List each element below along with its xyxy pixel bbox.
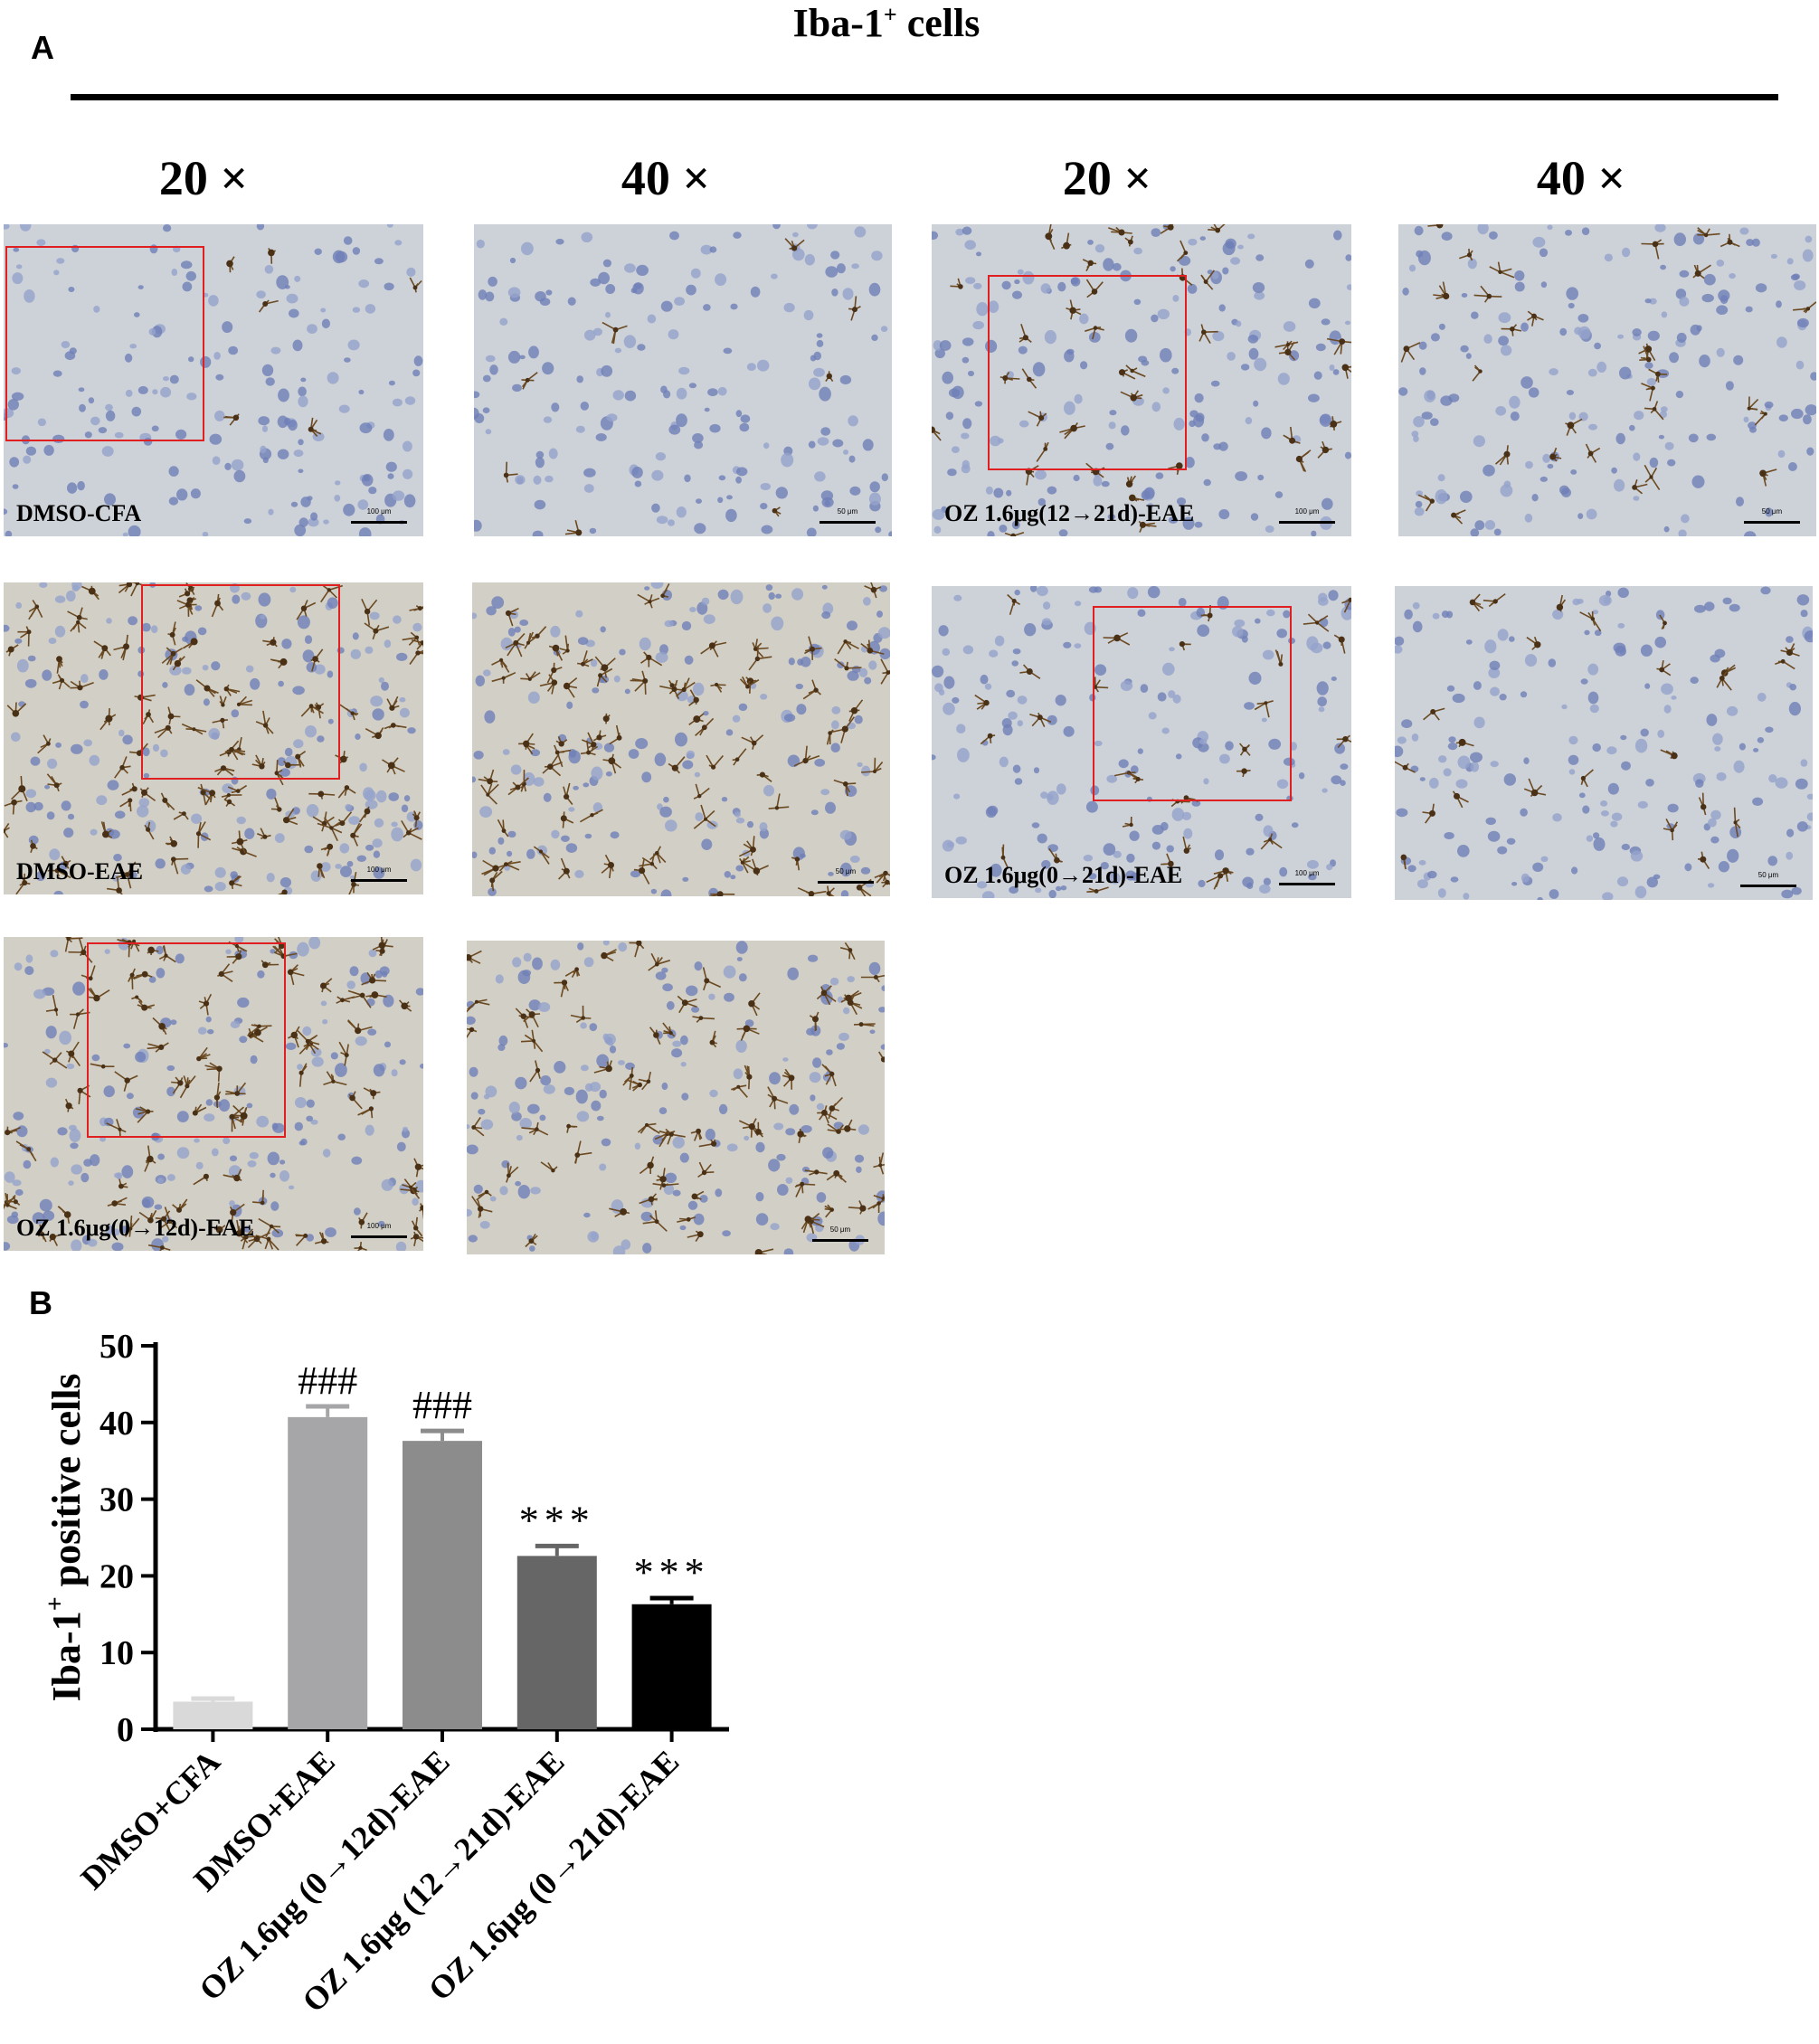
micrograph-dmso-cfa-40x: 50 μm [474, 224, 892, 536]
panel-b-label: B [29, 1284, 52, 1321]
scale-bar: 50 μm [1744, 507, 1800, 524]
micrograph-oz-0-12d-20x: OZ 1.6μg(0→12d)-EAE 100 μm [4, 937, 423, 1251]
scale-bar: 100 μm [351, 1222, 407, 1238]
scale-bar: 100 μm [351, 866, 407, 882]
tissue-texture [472, 582, 890, 896]
y-tick-label: 20 [99, 1557, 134, 1595]
magnification-label-col1: 20 × [158, 151, 249, 205]
figure-header-title: Iba-1+ cells [0, 0, 1773, 46]
y-axis-label: Iba-1+ positive cells [42, 1373, 89, 1701]
scale-bar: 100 μm [1279, 869, 1335, 885]
micrograph-label: OZ 1.6μg(0→21d)-EAE [944, 862, 1183, 888]
region-of-interest-box [5, 246, 204, 441]
bar-2 [403, 1441, 482, 1729]
panel-a-label: A [31, 29, 54, 66]
tissue-texture [1398, 224, 1816, 536]
significance-label-2: ### [412, 1383, 472, 1427]
micrograph-oz-12-21d-20x: OZ 1.6μg(12→21d)-EAE 100 μm [932, 224, 1351, 536]
micrograph-label: OZ 1.6μg(0→12d)-EAE [16, 1215, 255, 1241]
header-title-main: Iba-1 [792, 1, 884, 45]
region-of-interest-box [1093, 606, 1292, 801]
micrograph-oz-12-21d-40x: 50 μm [1398, 224, 1816, 536]
tissue-texture [4, 582, 423, 894]
significance-label-1: ### [298, 1358, 357, 1403]
tissue-texture [932, 586, 1351, 898]
micrograph-oz-0-12d-40x: 50 μm [467, 941, 885, 1254]
bar-3 [516, 1556, 597, 1729]
y-tick-label: 0 [117, 1711, 134, 1749]
scale-bar: 50 μm [1740, 871, 1796, 887]
significance-label-4: *** [634, 1550, 710, 1595]
scale-bar: 50 μm [819, 507, 876, 524]
tissue-texture [474, 224, 892, 536]
magnification-label-col3: 20 × [1062, 151, 1152, 205]
y-tick-label: 30 [99, 1481, 134, 1519]
micrograph-label: DMSO-CFA [16, 500, 142, 526]
significance-label-3: *** [519, 1498, 595, 1542]
region-of-interest-box [141, 584, 340, 780]
micrograph-label: DMSO-EAE [16, 858, 144, 885]
bar-4 [631, 1604, 712, 1729]
y-tick-label: 10 [99, 1634, 134, 1672]
scale-bar: 100 μm [351, 507, 407, 524]
tissue-texture [1395, 586, 1813, 900]
micrograph-dmso-eae-20x: DMSO-EAE 100 μm [4, 582, 423, 894]
scale-bar: 50 μm [812, 1225, 868, 1242]
micrograph-oz-0-21d-40x: 50 μm [1395, 586, 1813, 900]
scale-bar: 100 μm [1279, 507, 1335, 524]
header-title-sup: + [883, 1, 897, 28]
micrograph-oz-0-21d-20x: OZ 1.6μg(0→21d)-EAE 100 μm [932, 586, 1351, 898]
micrograph-label: OZ 1.6μg(12→21d)-EAE [944, 500, 1195, 526]
bar-0 [173, 1701, 253, 1729]
micrograph-dmso-cfa-20x: DMSO-CFA 100 μm [4, 224, 423, 536]
region-of-interest-box [988, 275, 1187, 470]
region-of-interest-box [87, 942, 286, 1138]
micrograph-dmso-eae-40x: 50 μm [472, 582, 890, 896]
tissue-texture [4, 937, 423, 1251]
magnification-label-col4: 40 × [1536, 151, 1626, 205]
tissue-texture [467, 941, 885, 1254]
y-tick-label: 50 [99, 1328, 134, 1366]
header-rule [71, 94, 1778, 100]
scale-bar: 50 μm [818, 867, 874, 884]
header-title-tail: cells [896, 1, 981, 45]
magnification-label-col2: 40 × [621, 151, 711, 205]
bar-1 [288, 1416, 368, 1729]
y-tick-label: 40 [99, 1405, 134, 1443]
